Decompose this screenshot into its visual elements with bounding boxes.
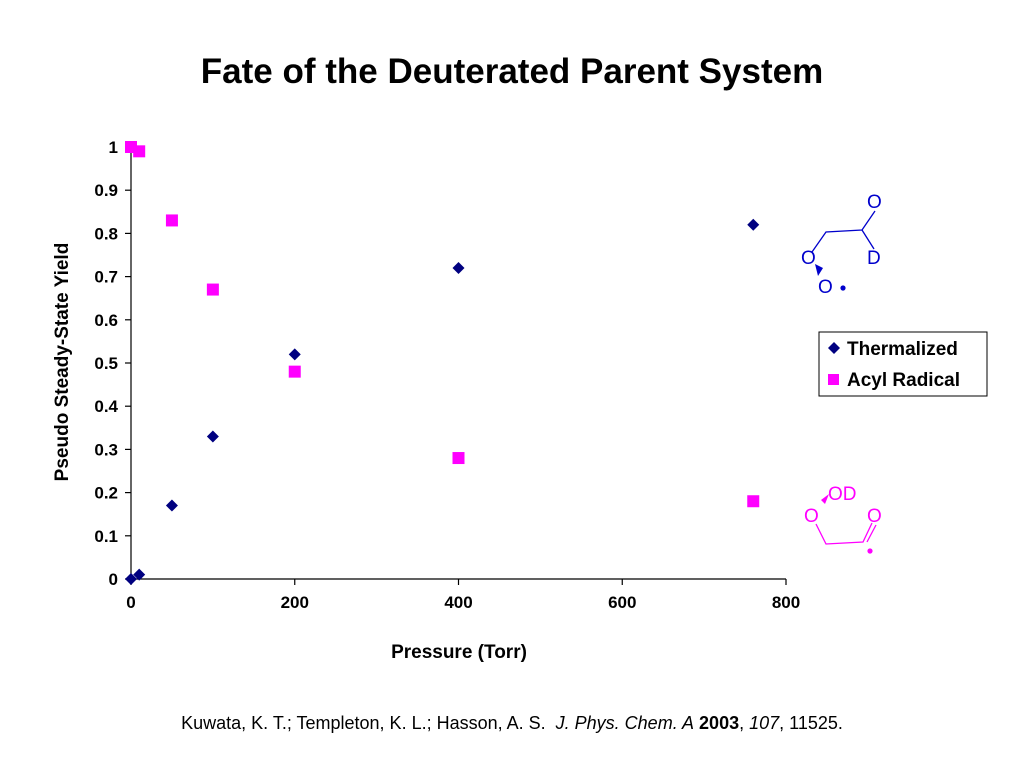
thermalized-structure-diagram: O D O O	[801, 192, 882, 298]
scatter-chart: 0 0.1 0.2 0.3 0.4 0.5 0.6 0.7 0.8 0.9 1 0 200 400 600…	[52, 138, 988, 663]
y-ticks: 0 0.1 0.2 0.3 0.4 0.5 0.6 0.7 0.8 0.9 1	[94, 138, 131, 589]
legend-box	[818, 331, 988, 397]
point-thermalized	[288, 348, 301, 361]
y-tick-label: 0.9	[94, 181, 118, 200]
acyl-ether-o: O	[804, 506, 819, 527]
point-thermalized	[206, 430, 219, 443]
radical-dot-icon	[840, 285, 846, 291]
legend-label-acyl-radical: Acyl Radical	[847, 370, 960, 391]
data-points	[125, 141, 760, 585]
point-thermalized	[165, 499, 178, 512]
point-acyl-radical	[165, 214, 178, 227]
y-tick-label: 0.4	[94, 397, 118, 416]
citation-year: 2003	[699, 713, 740, 733]
y-tick-label: 0.5	[94, 354, 118, 373]
thermalized-carbonyl-o: O	[867, 192, 882, 213]
citation-journal: J. Phys. Chem. A	[555, 713, 695, 733]
x-tick-label: 400	[444, 593, 472, 612]
x-tick-label: 600	[608, 593, 636, 612]
acyl-hydroperoxy-od: OD	[828, 484, 857, 505]
y-tick-label: 0.2	[94, 484, 118, 503]
legend-label-thermalized: Thermalized	[847, 339, 958, 360]
point-thermalized	[452, 261, 465, 274]
citation: Kuwata, K. T.; Templeton, K. L.; Hasson,…	[181, 713, 843, 733]
axes	[130, 147, 786, 580]
legend-marker-acyl-radical	[828, 374, 839, 385]
citation-authors: Kuwata, K. T.; Templeton, K. L.; Hasson,…	[181, 713, 546, 733]
point-acyl-radical	[206, 283, 219, 296]
y-tick-label: 0.1	[94, 527, 118, 546]
y-tick-label: 0.6	[94, 311, 118, 330]
point-acyl-radical	[747, 495, 760, 508]
y-tick-label: 0.7	[94, 268, 118, 287]
y-tick-label: 1	[109, 138, 118, 157]
y-tick-label: 0.3	[94, 440, 118, 459]
thermalized-deuterium-d: D	[867, 248, 881, 269]
point-thermalized	[747, 218, 760, 231]
legend: Thermalized Acyl Radical	[818, 331, 988, 397]
x-tick-label: 800	[772, 593, 800, 612]
y-tick-label: 0.8	[94, 224, 118, 243]
legend-marker-thermalized	[828, 342, 840, 354]
chart-title: Fate of the Deuterated Parent System	[200, 52, 824, 91]
point-acyl-radical	[288, 365, 301, 378]
point-thermalized	[133, 568, 146, 581]
acyl-carbonyl-o: O	[867, 506, 882, 527]
y-tick-label: 0	[109, 570, 118, 589]
acyl-radical-structure-diagram: OD O O	[804, 484, 882, 554]
citation-pages: 11525.	[789, 713, 843, 733]
radical-dot-icon	[867, 548, 873, 554]
y-axis-label: Pseudo Steady-State Yield	[52, 243, 73, 482]
thermalized-radical-o: O	[818, 277, 833, 298]
x-axis-label: Pressure (Torr)	[391, 642, 527, 663]
x-ticks: 0 200 400 600 800	[126, 579, 800, 612]
x-tick-label: 0	[126, 593, 135, 612]
point-acyl-radical	[452, 452, 465, 465]
x-tick-label: 200	[281, 593, 309, 612]
citation-volume: 107	[749, 713, 780, 733]
point-thermalized	[125, 573, 137, 585]
point-acyl-radical	[133, 145, 146, 158]
thermalized-ether-o: O	[801, 248, 816, 269]
